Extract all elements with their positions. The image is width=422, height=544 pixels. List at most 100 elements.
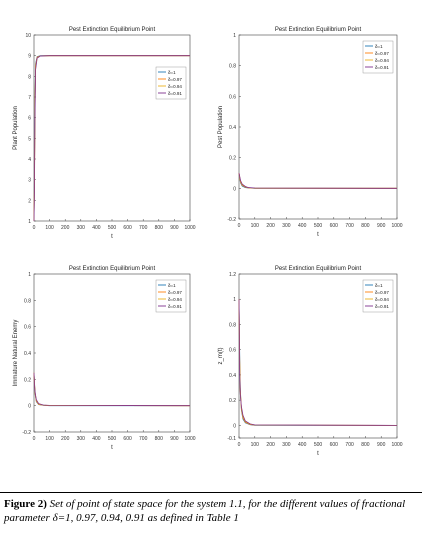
x-tick-label: 900 [170,436,179,442]
y-tick-label: 3 [28,178,31,184]
x-tick-label: 0 [33,225,36,231]
x-tick-label: 200 [61,225,70,231]
x-tick-label: 1000 [391,223,402,229]
x-tick-label: 400 [92,436,101,442]
x-tick-label: 100 [251,223,260,229]
x-tick-label: 800 [361,442,370,448]
x-tick-label: 300 [282,223,291,229]
chart-2: Pest Extinction Equilibrium Point 0 100 200… [218,27,403,238]
x-tick-label: 600 [123,436,132,442]
x-tick-label: 500 [108,225,117,231]
x-tick-label: 200 [266,223,275,229]
x-tick-label: 0 [238,442,241,448]
y-axis-label: z_m(t) [218,348,224,365]
chart-4: Pest Extinction Equilibrium Point 0 100 200… [218,266,403,457]
series-line-4 [33,55,190,222]
legend-label: δ=0.91 [375,65,389,70]
x-tick-label: 500 [108,436,117,442]
series-line-3 [33,372,191,407]
series-line-1 [33,372,190,407]
chart-title: Pest Extinction Equilibrium Point [69,27,156,33]
plot-area-frame [33,34,191,222]
series-line-3 [238,299,398,426]
x-tick-label: 0 [238,223,241,229]
x-axis-label: t [317,232,319,238]
y-tick-label: 1 [233,33,236,39]
y-tick-label: -0.2 [227,217,236,223]
y-axis-label: Pest Population [218,106,224,148]
legend-label: δ=0.94 [375,297,389,302]
y-tick-label: 0.6 [24,325,31,331]
legend-label: δ=1 [375,44,383,49]
series-line-4 [238,299,398,426]
y-tick-label: -0.1 [227,436,236,442]
x-tick-label: 600 [123,225,132,231]
y-tick-label: 0.6 [229,94,236,100]
series-line-2 [238,172,398,189]
y-tick-label: 1 [28,272,31,278]
series-line-2 [238,299,398,426]
legend-label: δ=0.97 [375,290,389,295]
y-tick-label: 7 [28,95,31,101]
y-tick-label: 0.2 [229,398,236,404]
y-tick-label: 0.4 [229,373,236,379]
y-tick-label: 8 [28,74,31,80]
y-tick-label: 0.8 [229,322,236,328]
chart-title: Pest Extinction Equilibrium Point [275,27,362,33]
legend-label: δ=0.97 [168,290,182,295]
y-tick-label: 0.2 [229,156,236,162]
y-tick-label: 0 [233,423,236,429]
legend-label: δ=0.94 [168,84,182,89]
legend-label: δ=1 [168,283,176,288]
legend-label: δ=0.91 [375,304,389,309]
figure-caption: Figure 2) Set of point of state space fo… [4,497,416,525]
x-tick-label: 600 [330,442,339,448]
legend-box [155,279,187,313]
y-tick-label: 1.2 [229,272,236,278]
chart-1: Pest Extinction Equilibrium Point 0 100 200… [13,27,196,240]
series-line-1 [238,299,397,426]
legend-label: δ=0.91 [168,91,182,96]
x-tick-label: 900 [170,225,179,231]
x-tick-label: 400 [298,223,307,229]
series-line-4 [238,172,398,189]
series-line-3 [238,172,398,189]
x-tick-label: 1000 [391,442,402,448]
series-line-4 [33,372,191,407]
x-tick-label: 400 [298,442,307,448]
x-tick-label: 300 [77,225,86,231]
y-tick-label: 0.8 [24,298,31,304]
caption-text: Set of point of state space for the syst… [4,498,406,524]
x-tick-label: 300 [282,442,291,448]
x-tick-label: 500 [314,442,323,448]
x-tick-label: 700 [345,223,354,229]
y-tick-label: -0.2 [22,430,31,436]
x-tick-label: 500 [314,223,323,229]
chart-3: Pest Extinction Equilibrium Point 0 100 200… [13,266,196,451]
x-tick-label: 1000 [184,225,195,231]
y-tick-label: 1 [233,297,236,303]
legend-label: δ=0.94 [168,297,182,302]
legend-label: δ=0.91 [168,304,182,309]
y-axis-label: Immature Natural Enemy [13,320,19,387]
x-tick-label: 800 [155,436,164,442]
y-tick-label: 0.4 [24,351,31,357]
x-tick-label: 1000 [184,436,195,442]
x-tick-label: 100 [45,225,54,231]
series-line-1 [238,172,397,189]
legend-label: δ=0.97 [168,77,182,82]
y-tick-label: 0.8 [229,64,236,70]
legend-label: δ=0.97 [375,51,389,56]
y-tick-label: 10 [25,33,31,39]
y-tick-label: 1 [28,219,31,225]
y-tick-label: 6 [28,116,31,122]
y-tick-label: 4 [28,157,31,163]
legend-label: δ=1 [375,283,383,288]
y-tick-label: 0.4 [229,125,236,131]
x-tick-label: 900 [377,223,386,229]
x-tick-label: 700 [139,436,148,442]
y-tick-label: 0 [28,404,31,410]
x-tick-label: 0 [33,436,36,442]
y-tick-label: 2 [28,198,31,204]
